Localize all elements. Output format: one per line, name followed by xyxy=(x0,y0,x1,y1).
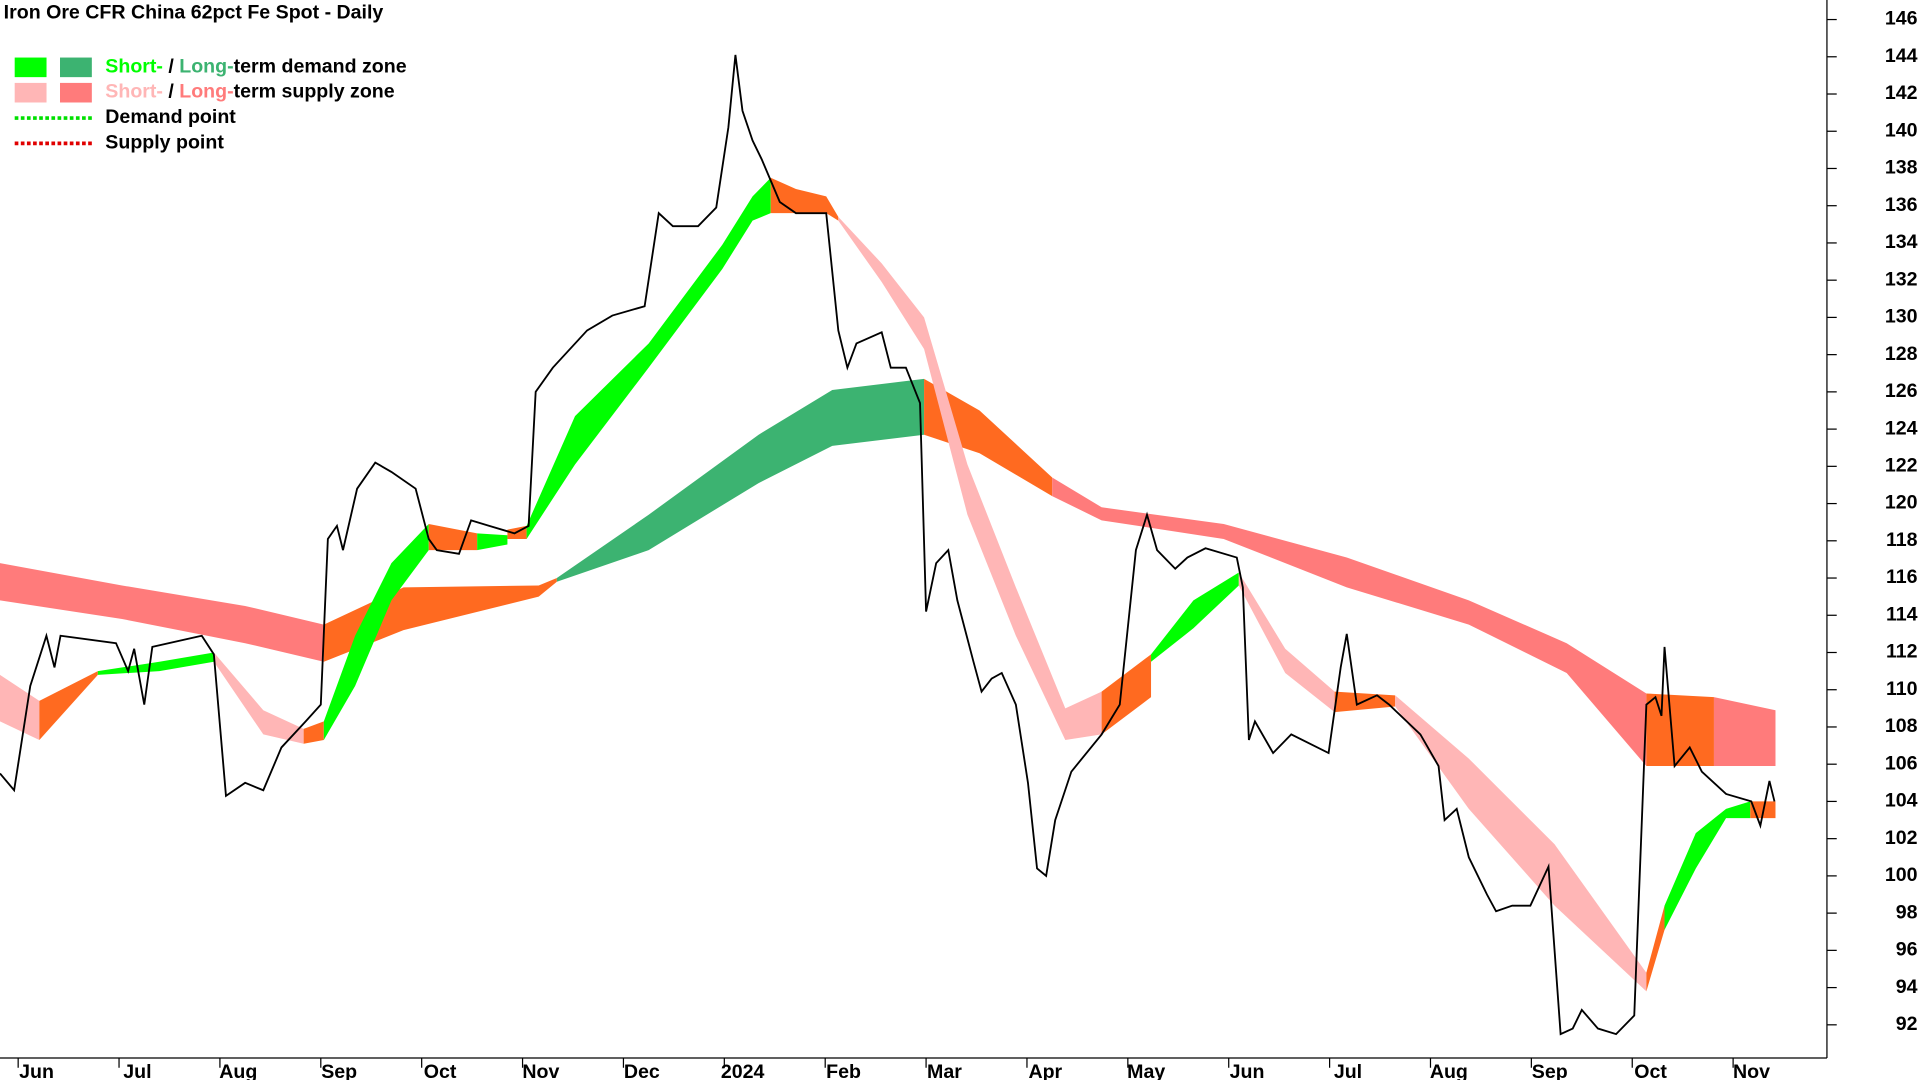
legend-text: Short- xyxy=(105,56,163,78)
legend-label: Short- / Long-term supply zone xyxy=(105,81,394,103)
y-tick-label: 112 xyxy=(1886,641,1918,663)
x-tick-label: Aug xyxy=(219,1061,257,1080)
x-tick-label: Aug xyxy=(1430,1061,1468,1080)
zone-band xyxy=(556,378,925,582)
y-tick-label: 128 xyxy=(1885,343,1918,365)
x-tick-label: May xyxy=(1127,1061,1165,1080)
x-tick-label: Oct xyxy=(1634,1061,1667,1080)
zone-band xyxy=(213,652,304,744)
zone-band xyxy=(1151,572,1239,662)
legend-text: Short- xyxy=(105,81,163,103)
y-tick-label: 138 xyxy=(1885,157,1918,179)
zone-band xyxy=(428,524,478,551)
x-tick-label: Jul xyxy=(123,1061,151,1080)
y-tick-label: 122 xyxy=(1885,455,1918,477)
legend-label: Short- / Long-term demand zone xyxy=(105,56,406,78)
zone-band xyxy=(323,524,429,740)
legend-swatch xyxy=(14,82,47,103)
legend-text: Supply point xyxy=(105,132,224,154)
price-line xyxy=(0,54,1776,1036)
x-tick-label: Apr xyxy=(1028,1061,1062,1080)
y-tick-label: 114 xyxy=(1886,603,1918,625)
zone-band xyxy=(0,674,40,740)
y-tick-label: 126 xyxy=(1885,380,1918,402)
y-tick-label: 142 xyxy=(1885,82,1918,104)
x-tick-label: Feb xyxy=(826,1061,861,1080)
y-tick-label: 124 xyxy=(1885,417,1918,439)
zone-band xyxy=(838,216,1102,740)
legend-swatch xyxy=(14,57,47,78)
x-tick-label: Sep xyxy=(321,1061,357,1080)
price xyxy=(0,54,1776,1036)
legend-text: term demand zone xyxy=(234,56,407,78)
y-tick-label: 94 xyxy=(1896,976,1918,998)
y-tick-label: 100 xyxy=(1885,864,1918,886)
y-tick-label: 106 xyxy=(1885,752,1918,774)
zone-band xyxy=(1664,801,1751,930)
x-tick-label: Nov xyxy=(522,1061,559,1080)
zone-band xyxy=(477,533,508,551)
y-tick-label: 96 xyxy=(1896,939,1918,961)
y-tick-label: 134 xyxy=(1885,231,1918,253)
legend-swatch xyxy=(60,57,92,78)
y-tick-label: 136 xyxy=(1885,194,1918,216)
x-tick-label: Jun xyxy=(1230,1061,1265,1080)
x-tick-label: Jun xyxy=(19,1061,54,1080)
y-tick-label: 146 xyxy=(1885,8,1918,30)
legend-text: Long- xyxy=(179,81,233,103)
x-tick-label: Jul xyxy=(1334,1061,1362,1080)
y-tick-label: 144 xyxy=(1885,45,1918,67)
legend-text: Demand point xyxy=(105,106,236,128)
y-tick-label: 120 xyxy=(1885,492,1918,514)
zone-band xyxy=(526,177,771,539)
zone-band xyxy=(303,721,324,744)
y-tick-label: 104 xyxy=(1885,790,1918,812)
x-tick-label: Sep xyxy=(1532,1061,1568,1080)
zone-band xyxy=(1238,572,1335,713)
y-tick-label: 92 xyxy=(1896,1013,1918,1035)
x-tick-label: Dec xyxy=(624,1061,660,1080)
zone-band xyxy=(1713,697,1776,767)
legend-label: Supply point xyxy=(105,132,224,154)
zone-band xyxy=(770,177,839,221)
x-tick-label: Oct xyxy=(424,1061,457,1080)
zone-band xyxy=(1395,695,1647,992)
y-tick-label: 132 xyxy=(1885,268,1918,290)
y-tick-label: 130 xyxy=(1885,306,1918,328)
zone-band xyxy=(1646,693,1714,767)
y-tick-label: 110 xyxy=(1886,678,1918,700)
legend-text: / xyxy=(163,56,179,78)
chart-title: Iron Ore CFR China 62pct Fe Spot - Daily xyxy=(4,2,384,24)
x-tick-label: Mar xyxy=(927,1061,962,1080)
x-tick-label: Nov xyxy=(1733,1061,1770,1080)
legend-text: Long- xyxy=(179,56,233,78)
zone-band xyxy=(924,378,1053,497)
y-tick-label: 102 xyxy=(1885,827,1918,849)
y-tick-label: 98 xyxy=(1896,901,1918,923)
zone-band xyxy=(0,563,324,662)
y-tick-label: 108 xyxy=(1885,715,1918,737)
zones xyxy=(0,177,1776,992)
zone-band xyxy=(39,671,98,740)
x-tick-label: 2024 xyxy=(721,1061,765,1080)
legend-swatch xyxy=(60,82,92,103)
legend-text: / xyxy=(163,81,179,103)
y-tick-label: 118 xyxy=(1886,529,1918,551)
zone-band xyxy=(1646,905,1665,992)
y-tick-label: 116 xyxy=(1886,566,1918,588)
legend-text: term supply zone xyxy=(234,81,395,103)
y-tick-label: 140 xyxy=(1885,119,1918,141)
legend-label: Demand point xyxy=(105,106,236,128)
